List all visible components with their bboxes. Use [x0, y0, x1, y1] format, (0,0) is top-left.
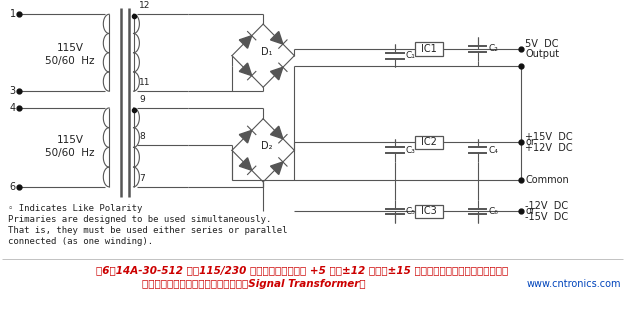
Text: 7: 7	[139, 174, 145, 183]
Polygon shape	[239, 63, 252, 76]
Text: or: or	[526, 206, 535, 217]
Text: -15V  DC: -15V DC	[526, 212, 569, 223]
Text: 11: 11	[139, 78, 151, 87]
Text: 3: 3	[10, 86, 15, 96]
Text: 9: 9	[139, 95, 145, 104]
Text: www.cntronics.com: www.cntronics.com	[526, 280, 621, 289]
Polygon shape	[239, 130, 252, 143]
Text: 图6：14A-30-512 采用115/230 伏输入电压，适用于 +5 伏或±12 伏直流±15 伏直流电源，具体取决于用户如何: 图6：14A-30-512 采用115/230 伏输入电压，适用于 +5 伏或±…	[96, 266, 508, 276]
Bar	[415, 42, 442, 56]
Text: 50/60  Hz: 50/60 Hz	[46, 148, 95, 158]
Text: 115V: 115V	[56, 43, 84, 53]
Text: C₆: C₆	[488, 207, 498, 216]
Text: 5V  DC: 5V DC	[526, 39, 559, 49]
Text: 4: 4	[10, 103, 15, 113]
Text: ◦ Indicates Like Polarity: ◦ Indicates Like Polarity	[8, 204, 142, 213]
Polygon shape	[239, 36, 252, 48]
Text: 1: 1	[10, 9, 15, 19]
Text: connected (as one winding).: connected (as one winding).	[8, 236, 153, 246]
Text: C₂: C₂	[488, 44, 498, 53]
Text: -12V  DC: -12V DC	[526, 201, 569, 210]
Text: 115V: 115V	[56, 135, 84, 146]
Text: That is, they must be used either series or parallel: That is, they must be used either series…	[8, 226, 287, 235]
Bar	[415, 136, 442, 149]
Text: D₂: D₂	[262, 141, 273, 152]
Text: +12V  DC: +12V DC	[526, 143, 573, 153]
Polygon shape	[271, 162, 283, 174]
Polygon shape	[271, 126, 283, 139]
Text: or: or	[526, 138, 535, 147]
Bar	[415, 204, 442, 218]
Text: 连接初级和次级侧绕组。（图片来源：Signal Transformer）: 连接初级和次级侧绕组。（图片来源：Signal Transformer）	[142, 280, 365, 289]
Text: 50/60  Hz: 50/60 Hz	[46, 55, 95, 66]
Text: 12: 12	[139, 1, 151, 10]
Text: +15V  DC: +15V DC	[526, 132, 573, 141]
Text: IC1: IC1	[421, 44, 437, 54]
Text: Common: Common	[526, 175, 569, 185]
Polygon shape	[239, 158, 252, 170]
Polygon shape	[271, 31, 283, 44]
Text: C₃: C₃	[406, 146, 415, 155]
Polygon shape	[271, 67, 283, 80]
Text: Primaries are designed to be used simultaneously.: Primaries are designed to be used simult…	[8, 215, 271, 224]
Text: IC3: IC3	[421, 206, 437, 217]
Text: C₅: C₅	[406, 207, 415, 216]
Text: C₄: C₄	[488, 146, 498, 155]
Text: C₁: C₁	[406, 51, 415, 60]
Text: IC2: IC2	[421, 138, 437, 147]
Text: 8: 8	[139, 133, 145, 141]
Text: 6: 6	[10, 182, 15, 192]
Text: Output: Output	[526, 49, 560, 59]
Text: D₁: D₁	[262, 47, 273, 57]
